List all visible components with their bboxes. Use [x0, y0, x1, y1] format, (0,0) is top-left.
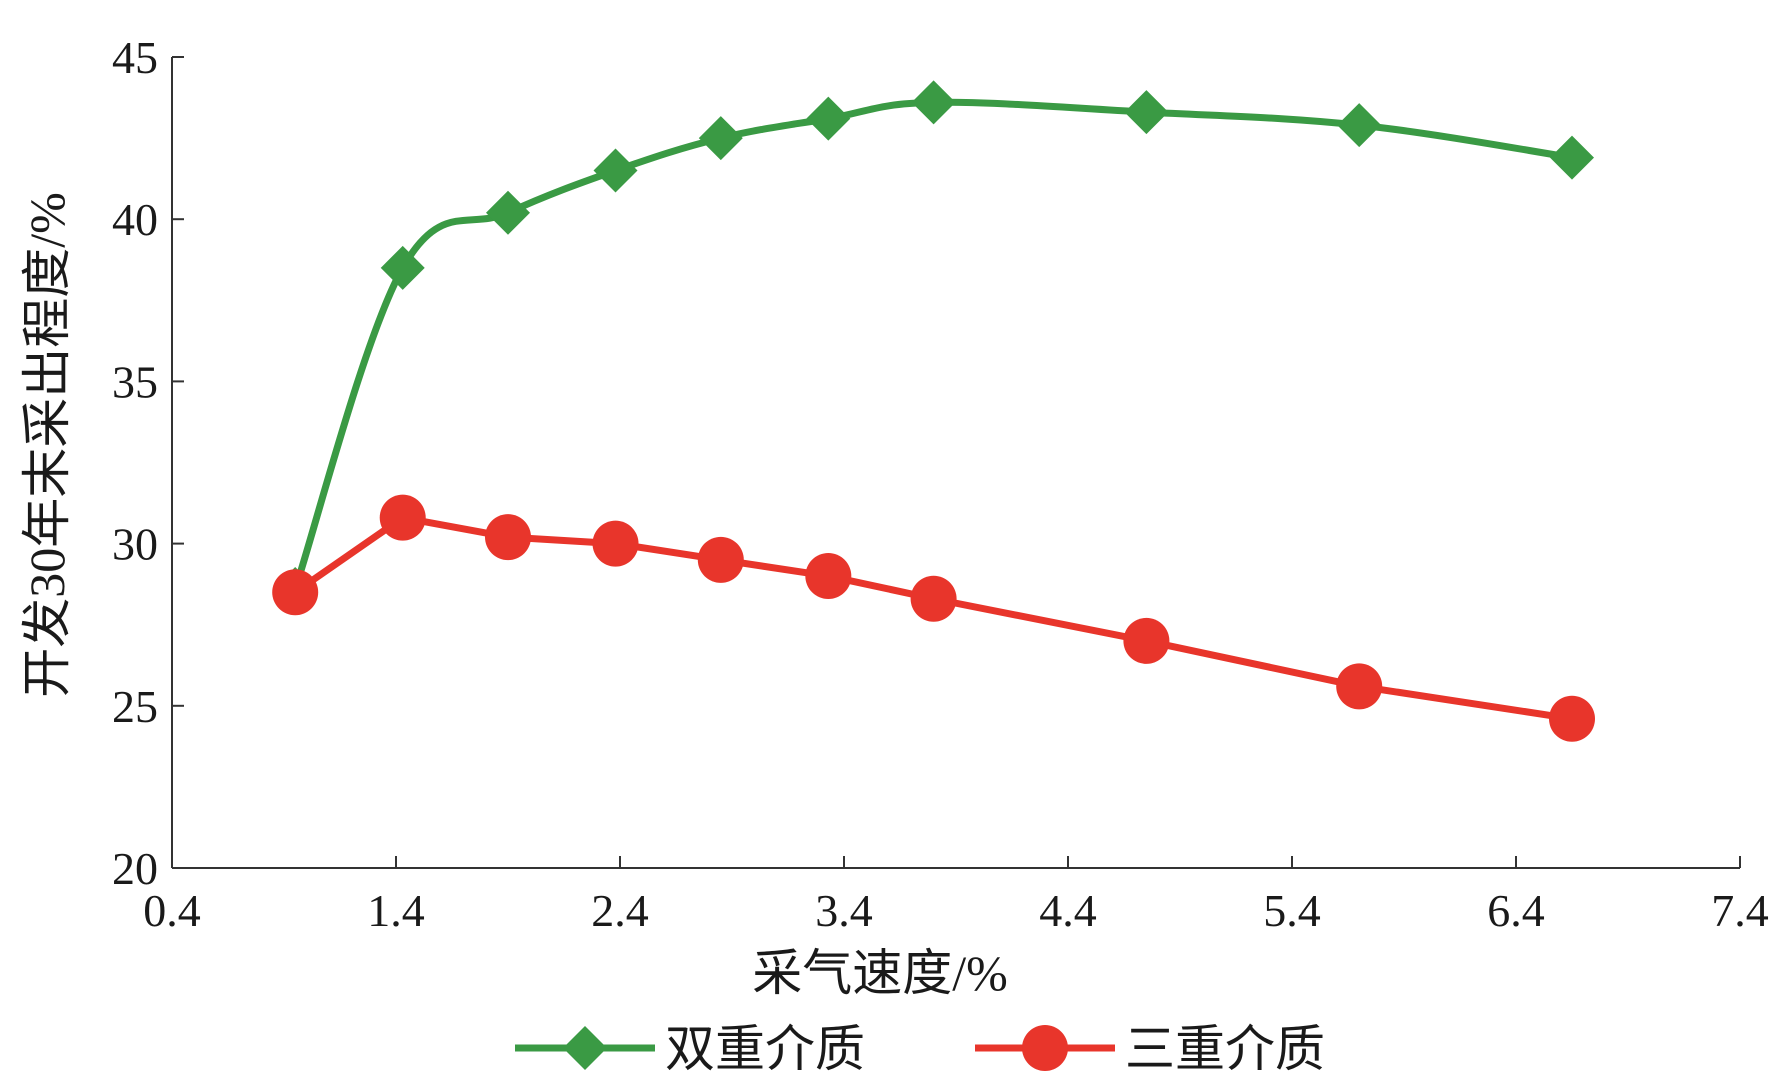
- x-tick-label: 0.4: [143, 885, 201, 936]
- legend-label: 双重介质: [665, 1021, 865, 1075]
- data-point-diamond: [911, 80, 956, 125]
- x-tick-label: 6.4: [1487, 885, 1545, 936]
- x-tick-label: 1.4: [367, 885, 425, 936]
- tick-marks: [171, 56, 1741, 869]
- data-point-circle: [1549, 695, 1595, 742]
- data-point-diamond: [1337, 103, 1382, 148]
- x-tick-label: 2.4: [591, 885, 649, 936]
- y-tick-label: 30: [112, 519, 158, 570]
- data-point-circle: [485, 514, 531, 561]
- data-point-circle: [379, 494, 426, 541]
- y-axis-title: 开发30年末采出程度/%: [19, 192, 75, 698]
- y-tick-label: 25: [112, 681, 158, 732]
- series-layer: [272, 80, 1595, 742]
- data-point-diamond: [1550, 135, 1594, 180]
- data-point-circle: [1123, 617, 1170, 664]
- legend-marker: [563, 1026, 607, 1070]
- y-tick-label: 45: [112, 32, 158, 83]
- data-point-circle: [697, 536, 744, 583]
- data-point-circle: [592, 520, 639, 567]
- y-tick-label: 20: [112, 843, 158, 894]
- data-point-diamond: [380, 245, 425, 290]
- x-tick-label: 3.4: [815, 885, 873, 936]
- tick-labels: 0.4 1.4 2.4 3.4 4.4 5.4 6.4 7.4 20 25 30 35 40 45: [112, 32, 1769, 936]
- legend-item: 三重介质: [975, 1021, 1325, 1077]
- data-point-circle: [272, 569, 319, 616]
- x-axis-title: 采气速度/%: [752, 945, 1008, 1001]
- y-tick-label: 35: [112, 356, 158, 407]
- axes: [171, 57, 1740, 869]
- series-1: [273, 80, 1594, 612]
- data-point-diamond: [593, 148, 638, 193]
- x-tick-label: 5.4: [1263, 885, 1321, 936]
- series-line: [293, 514, 1573, 723]
- data-point-circle: [805, 553, 852, 600]
- data-point-circle: [910, 575, 957, 622]
- data-point-diamond: [1124, 90, 1169, 135]
- y-tick-label: 40: [112, 194, 158, 245]
- legend-label: 三重介质: [1125, 1021, 1325, 1075]
- x-tick-label: 7.4: [1711, 885, 1769, 936]
- legend: 双重介质 三重介质: [515, 1021, 1325, 1077]
- data-point-circle: [1336, 663, 1383, 710]
- series-line: [291, 98, 1573, 591]
- data-point-diamond: [806, 96, 851, 141]
- data-point-diamond: [698, 116, 743, 161]
- legend-item: 双重介质: [515, 1021, 865, 1077]
- x-tick-label: 4.4: [1039, 885, 1097, 936]
- legend-marker: [1022, 1025, 1068, 1071]
- series-2: [272, 494, 1595, 742]
- data-point-diamond: [486, 190, 530, 235]
